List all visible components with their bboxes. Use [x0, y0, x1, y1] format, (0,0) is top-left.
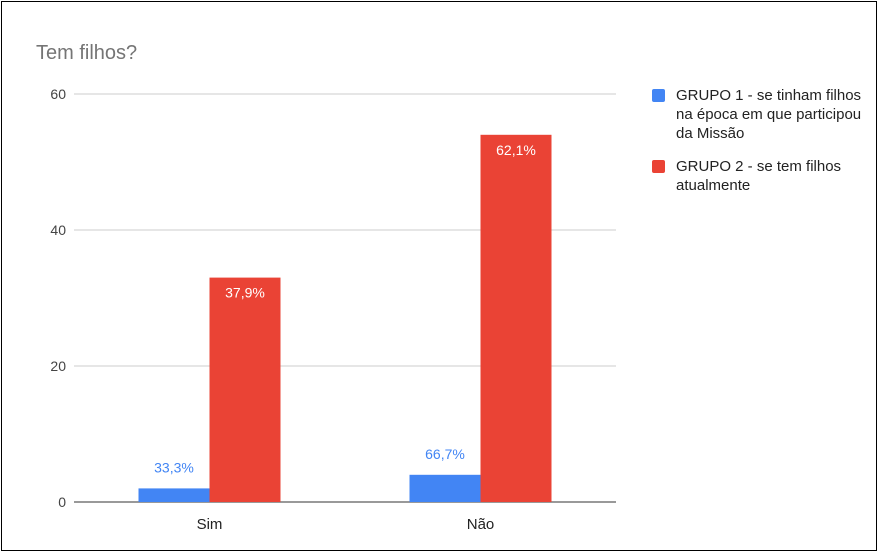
bar-no-series-2 [480, 134, 552, 503]
y-tick-label: 60 [50, 86, 66, 102]
data-label: 66,7% [425, 446, 465, 462]
legend-swatch-grupo-2 [652, 160, 665, 173]
x-tick-label: Não [467, 516, 495, 533]
y-tick-label: 0 [58, 494, 66, 510]
legend-item-grupo-2: GRUPO 2 - se tem filhos atualmente [652, 157, 862, 195]
chart-title: Tem filhos? [36, 42, 138, 64]
bar-no-series-1 [409, 474, 481, 502]
bar-sim-series-2 [209, 277, 281, 502]
legend-label-grupo-2: GRUPO 2 - se tem filhos atualmente [676, 158, 842, 194]
data-label: 37,9% [225, 285, 265, 301]
y-tick-label: 20 [50, 358, 66, 374]
chart-legend: GRUPO 1 - se tinham filhos na época em q… [652, 86, 862, 209]
bar-sim-series-1 [138, 488, 210, 502]
legend-item-grupo-1: GRUPO 1 - se tinham filhos na época em q… [652, 86, 862, 143]
y-tick-label: 40 [50, 222, 66, 238]
legend-swatch-grupo-1 [652, 89, 665, 102]
legend-label-grupo-1: GRUPO 1 - se tinham filhos na época em q… [676, 87, 862, 142]
data-label: 33,3% [154, 459, 194, 475]
data-label: 62,1% [496, 142, 536, 158]
x-tick-label: Sim [197, 516, 223, 533]
